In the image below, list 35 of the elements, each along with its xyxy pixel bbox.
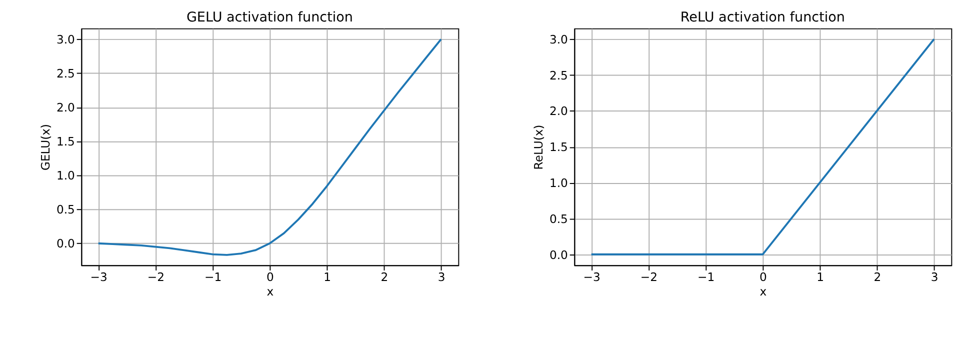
x-axis-title: x [760,284,767,299]
chart-title: ReLU activation function [680,10,845,26]
x-tick-label: −2 [640,270,658,284]
x-tick-label: 1 [816,270,824,284]
y-tick-label: 0.5 [549,212,568,226]
y-tick-label: 1.0 [56,168,75,183]
x-tick-label: 1 [324,270,331,284]
y-tick-label: 2.5 [549,68,568,82]
x-tick-label: −3 [583,270,600,284]
y-tick-label: 0.0 [549,248,568,262]
line-series [97,38,442,256]
chart-title: GELU activation function [186,10,353,26]
x-axis-title: x [266,284,274,299]
x-tick-label: 0 [759,270,767,284]
x-tick-label: 2 [380,270,388,284]
x-tick-label: 0 [266,270,274,284]
y-tick-label: 3.0 [56,32,75,47]
x-tick-label: 2 [874,270,882,284]
y-tick-label: 3.0 [549,32,568,46]
x-tick-label: −1 [204,270,222,284]
x-tick-label: −1 [698,270,715,284]
x-tick-label: −2 [147,270,164,284]
x-tick-label: 3 [438,270,446,284]
y-axis-title: ReLU(x) [532,124,546,170]
y-tick-label: 0.5 [56,202,75,217]
y-tick-label: 2.0 [549,104,568,118]
y-tick-label: 2.5 [56,66,75,81]
y-tick-label: 1.0 [549,176,568,190]
x-tick-label: 3 [930,270,938,284]
y-axis-title: GELU(x) [38,124,53,171]
y-tick-label: 0.0 [56,236,75,251]
y-tick-label: 1.5 [549,140,568,154]
y-tick-label: 2.0 [56,100,75,115]
x-tick-label: −3 [90,270,108,284]
y-tick-label: 1.5 [56,134,75,149]
